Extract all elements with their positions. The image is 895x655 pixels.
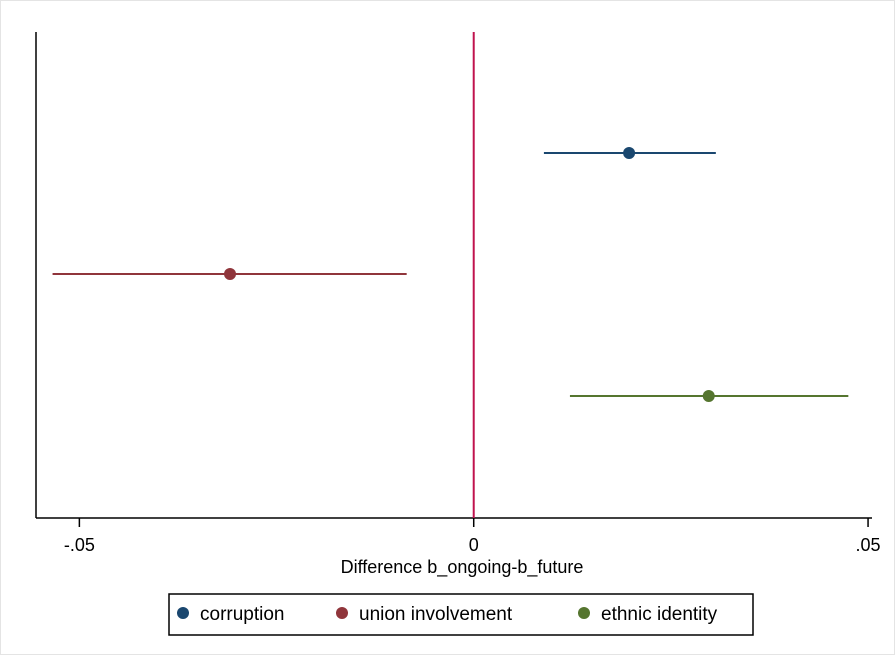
legend-box [168, 593, 754, 636]
point-estimate [702, 390, 715, 402]
legend-label: union involvement [359, 604, 513, 625]
axes [35, 32, 872, 519]
x-tick-label: .05 [856, 535, 881, 555]
point-estimate [224, 268, 237, 280]
legend-label: corruption [200, 604, 285, 625]
legend: corruption union involvement ethnic identi… [168, 593, 754, 636]
point-estimate [623, 147, 636, 159]
x-axis-title: Difference b_ongoing-b_future [341, 557, 584, 578]
data-marks [52, 147, 849, 402]
legend-marker [336, 607, 348, 619]
x-tick-label: -.05 [64, 535, 95, 555]
x-tick-label: 0 [469, 535, 479, 555]
legend-marker [578, 607, 590, 619]
legend-marker [177, 607, 189, 619]
legend-label: ethnic identity [601, 604, 718, 625]
x-ticks: -.05 0 .05 [64, 518, 881, 555]
